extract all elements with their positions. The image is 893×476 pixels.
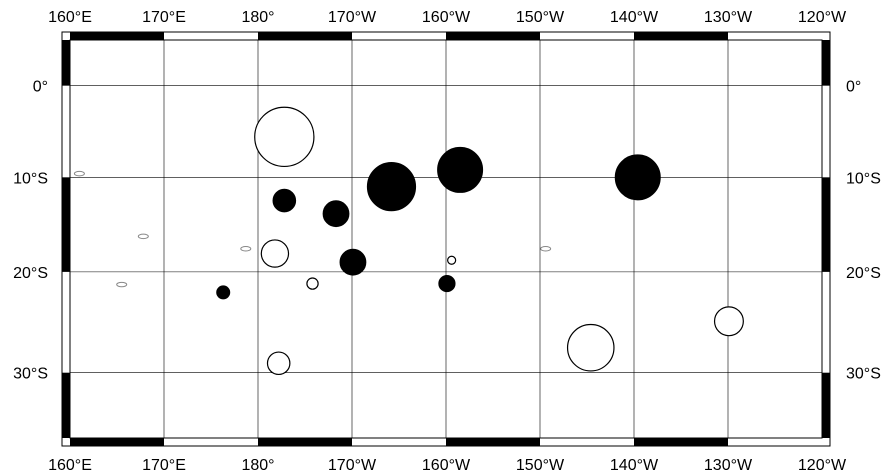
frame-bar-bottom <box>70 438 164 446</box>
frame-bar-top <box>258 32 352 40</box>
lon-label-bottom: 170°W <box>328 457 377 474</box>
open-event-circle <box>566 323 615 372</box>
filled-event-circle <box>614 154 661 201</box>
lon-label-bottom: 160°E <box>48 457 92 474</box>
lat-label-left: 20°S <box>13 265 48 282</box>
lon-label-top: 170°W <box>328 9 377 26</box>
lon-label-bottom: 180° <box>241 457 274 474</box>
open-event-circle <box>260 239 290 268</box>
land-layer <box>73 170 552 288</box>
island-new-caledonia <box>116 281 128 288</box>
frame-bar-left <box>62 40 70 86</box>
filled-event-circle <box>216 285 231 300</box>
lon-label-bottom: 140°W <box>610 457 659 474</box>
lon-label-top: 160°W <box>422 9 471 26</box>
open-event-circle <box>447 255 457 265</box>
lon-label-top: 150°W <box>516 9 565 26</box>
lon-label-bottom: 150°W <box>516 457 565 474</box>
frame-bar-right <box>822 40 830 86</box>
open-event-circle <box>266 351 291 376</box>
lon-label-top: 160°E <box>48 9 92 26</box>
frame-bar-bottom <box>446 438 540 446</box>
frame-bar-left <box>62 372 70 438</box>
open-event-circle <box>254 106 315 168</box>
filled-event-circle <box>438 274 456 293</box>
frame-bar-left <box>62 177 70 272</box>
frame-bar-top <box>634 32 728 40</box>
frame-bar-top <box>446 32 540 40</box>
frame-bar-right <box>822 177 830 272</box>
lon-label-top: 130°W <box>704 9 753 26</box>
filled-event-circle <box>339 248 367 276</box>
map-frame <box>61 31 831 447</box>
lon-label-bottom: 130°W <box>704 457 753 474</box>
filled-event-circle <box>272 188 297 213</box>
frame-bar-bottom <box>634 438 728 446</box>
coordinate-labels: 160°E 160°E 170°E 170°E 180° 180° 170°W 170°W 16… <box>13 9 881 474</box>
island-fiji <box>240 246 252 252</box>
filled-event-circle <box>437 146 484 193</box>
frame-bar-bottom <box>258 438 352 446</box>
lon-label-top: 120°W <box>798 9 847 26</box>
lat-label-left: 10°S <box>13 170 48 187</box>
lat-label-right: 0° <box>846 79 861 96</box>
lat-label-right: 20°S <box>846 265 881 282</box>
lon-label-bottom: 120°W <box>798 457 847 474</box>
event-symbols <box>216 106 744 376</box>
lat-label-right: 30°S <box>846 366 881 383</box>
lat-label-left: 0° <box>33 79 48 96</box>
open-event-circle <box>713 306 744 337</box>
frame-bar-right <box>822 372 830 438</box>
lon-label-top: 140°W <box>610 9 659 26</box>
frame-bar-top <box>70 32 164 40</box>
lon-label-top: 170°E <box>142 9 186 26</box>
island-vanuatu <box>137 233 149 240</box>
lat-label-left: 30°S <box>13 366 48 383</box>
lon-label-bottom: 160°W <box>422 457 471 474</box>
filled-event-circle <box>366 162 417 212</box>
island-solomon-islands <box>73 170 85 177</box>
lon-label-top: 180° <box>241 9 274 26</box>
filled-event-circle <box>322 200 350 228</box>
open-event-circle <box>306 277 319 290</box>
lon-label-bottom: 170°E <box>142 457 186 474</box>
island-tahiti <box>540 246 552 252</box>
lat-label-right: 10°S <box>846 170 881 187</box>
graticule <box>69 40 823 438</box>
